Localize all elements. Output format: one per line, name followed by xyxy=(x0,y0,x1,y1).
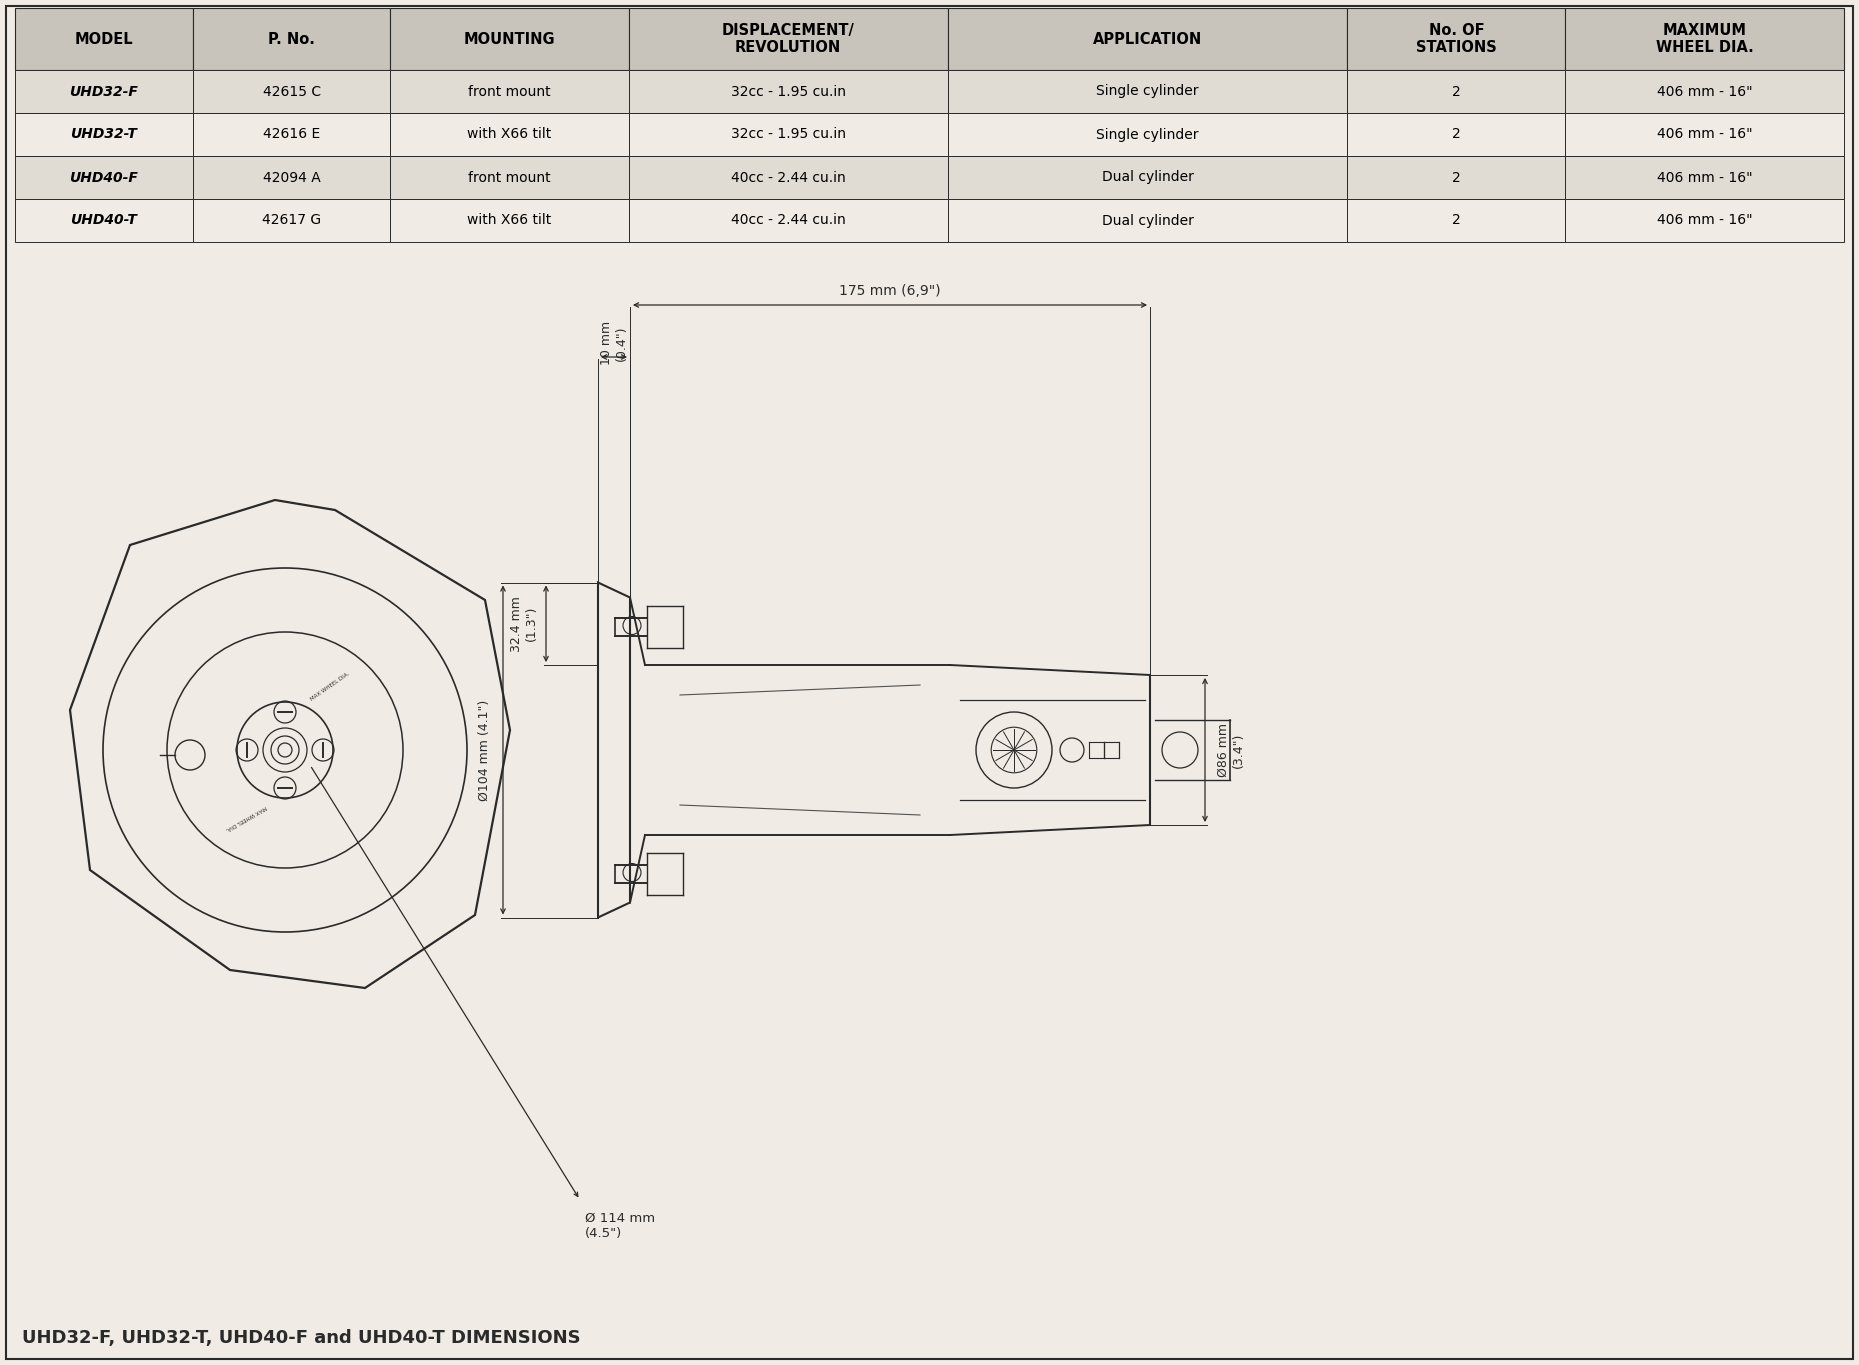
Text: front mount: front mount xyxy=(468,171,550,184)
Text: MAXIMUM
WHEEL DIA.: MAXIMUM WHEEL DIA. xyxy=(1656,23,1753,55)
Text: front mount: front mount xyxy=(468,85,550,98)
Text: 32.4 mm
(1.3"): 32.4 mm (1.3") xyxy=(509,595,537,651)
Bar xyxy=(628,70,948,113)
Text: 40cc - 2.44 cu.in: 40cc - 2.44 cu.in xyxy=(731,171,846,184)
Text: No. OF
STATIONS: No. OF STATIONS xyxy=(1417,23,1496,55)
Bar xyxy=(1565,156,1844,199)
Text: Ø86 mm
(3.4"): Ø86 mm (3.4") xyxy=(1218,723,1246,777)
Text: Dual cylinder: Dual cylinder xyxy=(1102,171,1193,184)
Bar xyxy=(1565,113,1844,156)
Text: 42616 E: 42616 E xyxy=(262,127,320,142)
Text: 406 mm - 16": 406 mm - 16" xyxy=(1656,213,1753,228)
Text: UHD40-T: UHD40-T xyxy=(71,213,138,228)
Bar xyxy=(1565,70,1844,113)
Bar xyxy=(193,8,390,70)
Text: 40cc - 2.44 cu.in: 40cc - 2.44 cu.in xyxy=(731,213,846,228)
Bar xyxy=(628,156,948,199)
Bar xyxy=(15,70,193,113)
Text: 42617 G: 42617 G xyxy=(262,213,322,228)
Bar xyxy=(390,70,628,113)
Bar xyxy=(1348,8,1565,70)
Text: 2: 2 xyxy=(1452,213,1461,228)
Text: MAX WHEEL DIA.: MAX WHEEL DIA. xyxy=(309,670,349,702)
Text: MODEL: MODEL xyxy=(74,31,134,46)
Text: DISPLACEMENT/
REVOLUTION: DISPLACEMENT/ REVOLUTION xyxy=(721,23,855,55)
Bar xyxy=(193,113,390,156)
Bar xyxy=(390,199,628,242)
Text: 42094 A: 42094 A xyxy=(262,171,320,184)
Text: UHD32-T: UHD32-T xyxy=(71,127,138,142)
Bar xyxy=(15,156,193,199)
Bar xyxy=(390,156,628,199)
Text: P. No.: P. No. xyxy=(268,31,314,46)
Text: with X66 tilt: with X66 tilt xyxy=(467,213,552,228)
Text: with X66 tilt: with X66 tilt xyxy=(467,127,552,142)
Bar xyxy=(948,8,1348,70)
Text: 32cc - 1.95 cu.in: 32cc - 1.95 cu.in xyxy=(731,85,846,98)
Text: UHD40-F: UHD40-F xyxy=(69,171,138,184)
Bar xyxy=(948,70,1348,113)
Text: 406 mm - 16": 406 mm - 16" xyxy=(1656,85,1753,98)
Bar xyxy=(193,70,390,113)
Text: UHD32-F, UHD32-T, UHD40-F and UHD40-T DIMENSIONS: UHD32-F, UHD32-T, UHD40-F and UHD40-T DI… xyxy=(22,1330,580,1347)
Text: Single cylinder: Single cylinder xyxy=(1097,85,1199,98)
Text: Dual cylinder: Dual cylinder xyxy=(1102,213,1193,228)
Text: MOUNTING: MOUNTING xyxy=(463,31,556,46)
Bar xyxy=(1565,8,1844,70)
Text: 175 mm (6,9"): 175 mm (6,9") xyxy=(838,284,941,298)
Bar xyxy=(628,8,948,70)
Bar xyxy=(193,156,390,199)
Bar xyxy=(1348,199,1565,242)
Bar xyxy=(390,113,628,156)
Text: Single cylinder: Single cylinder xyxy=(1097,127,1199,142)
Text: 406 mm - 16": 406 mm - 16" xyxy=(1656,171,1753,184)
Bar xyxy=(193,199,390,242)
Bar xyxy=(948,113,1348,156)
Bar xyxy=(15,8,193,70)
Text: 10 mm
(0.4"): 10 mm (0.4") xyxy=(600,321,628,364)
Text: 2: 2 xyxy=(1452,171,1461,184)
Bar xyxy=(15,113,193,156)
Bar xyxy=(1348,156,1565,199)
Text: UHD32-F: UHD32-F xyxy=(69,85,138,98)
Bar xyxy=(948,156,1348,199)
Text: 2: 2 xyxy=(1452,127,1461,142)
Text: MAX WHEEL DIA.: MAX WHEEL DIA. xyxy=(225,804,268,831)
Text: 2: 2 xyxy=(1452,85,1461,98)
Text: 406 mm - 16": 406 mm - 16" xyxy=(1656,127,1753,142)
Bar xyxy=(628,113,948,156)
Bar xyxy=(15,199,193,242)
Text: Ø104 mm (4.1"): Ø104 mm (4.1") xyxy=(478,699,491,801)
Bar xyxy=(1565,199,1844,242)
Bar xyxy=(390,8,628,70)
Bar xyxy=(1348,113,1565,156)
Text: 42615 C: 42615 C xyxy=(262,85,320,98)
Bar xyxy=(948,199,1348,242)
Text: 32cc - 1.95 cu.in: 32cc - 1.95 cu.in xyxy=(731,127,846,142)
Text: Ø 114 mm
(4.5"): Ø 114 mm (4.5") xyxy=(586,1212,654,1239)
Bar xyxy=(628,199,948,242)
Text: APPLICATION: APPLICATION xyxy=(1093,31,1203,46)
Bar xyxy=(1348,70,1565,113)
